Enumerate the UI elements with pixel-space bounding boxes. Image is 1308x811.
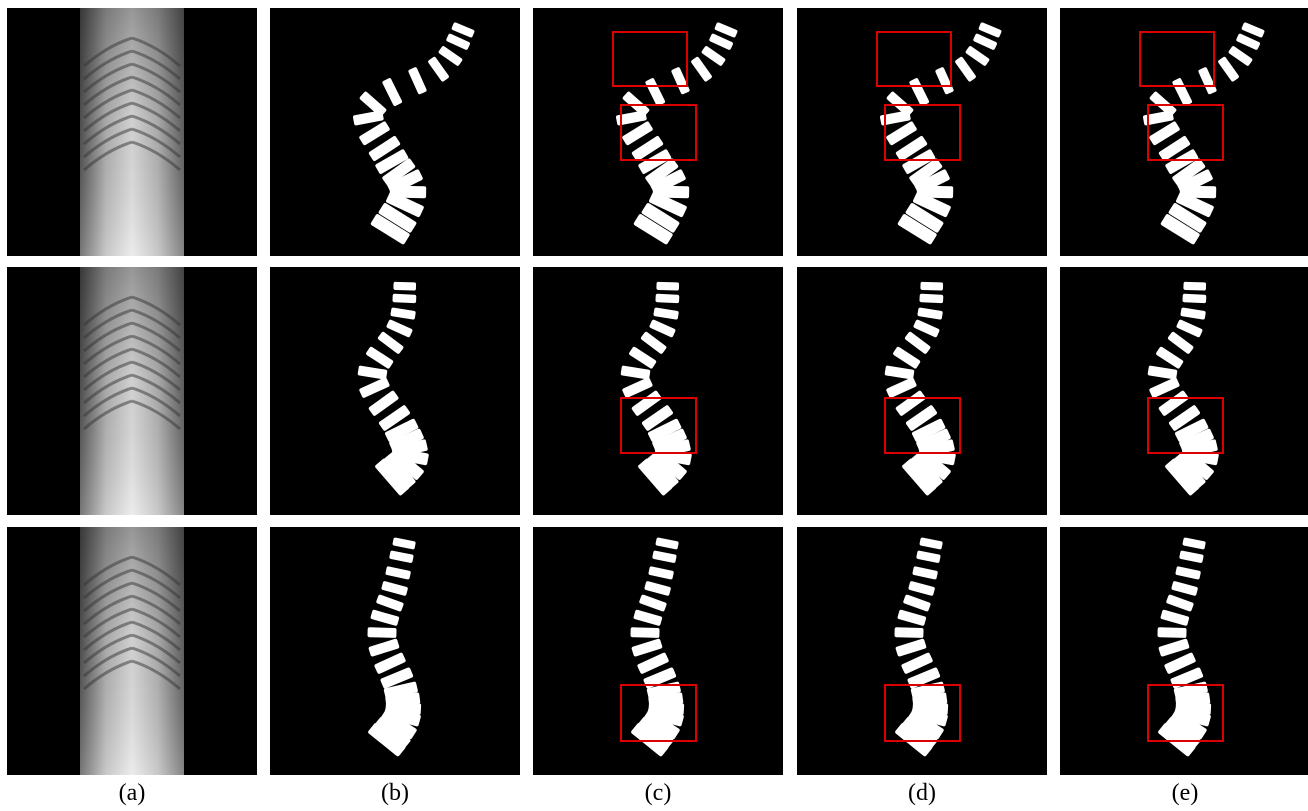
column-label: (e) xyxy=(1060,780,1308,807)
vertebra xyxy=(630,627,659,638)
column-label: (a) xyxy=(7,780,257,807)
panel xyxy=(7,267,257,515)
figure: (a) (b) (c) (d) (e) xyxy=(0,0,1308,811)
panel xyxy=(1060,8,1308,256)
vertebra xyxy=(392,294,416,304)
panel xyxy=(797,527,1047,775)
panel xyxy=(797,267,1047,515)
xray-shade xyxy=(80,527,184,775)
vertebra xyxy=(894,627,923,638)
panel xyxy=(533,527,783,775)
panel xyxy=(7,8,257,256)
vertebra xyxy=(393,282,416,291)
vertebra xyxy=(367,627,396,638)
panel xyxy=(270,527,520,775)
column-label: (b) xyxy=(270,780,520,807)
vertebra xyxy=(655,294,679,304)
vertebra xyxy=(919,294,943,304)
column-label: (d) xyxy=(797,780,1047,807)
image-grid xyxy=(0,0,1308,780)
xray-shade xyxy=(80,8,184,256)
vertebra xyxy=(920,282,943,291)
panel xyxy=(533,267,783,515)
vertebra xyxy=(656,282,679,291)
vertebra xyxy=(1157,627,1186,638)
panel xyxy=(270,8,520,256)
panel xyxy=(7,527,257,775)
panel xyxy=(270,267,520,515)
panel xyxy=(1060,527,1308,775)
vertebra xyxy=(1183,282,1206,291)
panel xyxy=(797,8,1047,256)
panel xyxy=(533,8,783,256)
column-label: (c) xyxy=(533,780,783,807)
panel xyxy=(1060,267,1308,515)
xray-shade xyxy=(80,267,184,515)
vertebra xyxy=(1182,294,1206,304)
